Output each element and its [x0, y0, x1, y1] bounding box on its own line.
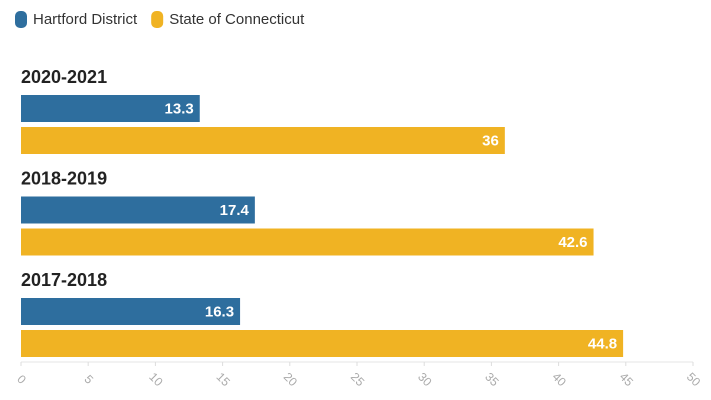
x-tick-label: 0 [14, 372, 29, 387]
x-tick-label: 35 [482, 370, 502, 390]
value-label: 17.4 [220, 202, 250, 219]
bar [21, 196, 255, 224]
x-tick-label: 10 [146, 370, 166, 390]
value-label: 44.8 [588, 335, 617, 352]
x-tick-label: 5 [81, 372, 96, 387]
legend-label: State of Connecticut [169, 11, 305, 28]
x-tick-label: 20 [281, 370, 301, 390]
bar [21, 298, 241, 325]
value-label: 13.3 [165, 100, 194, 117]
value-label: 36 [482, 132, 499, 149]
value-label: 42.6 [558, 234, 587, 251]
bar [21, 95, 200, 122]
bar [21, 228, 594, 256]
bar [21, 330, 624, 357]
x-tick-label: 45 [617, 370, 637, 390]
x-tick-label: 50 [684, 370, 704, 390]
legend-label: Hartford District [33, 11, 138, 28]
x-tick-label: 25 [348, 370, 368, 390]
category-label: 2018-2019 [21, 168, 107, 188]
legend-swatch [15, 11, 27, 28]
x-tick-label: 40 [550, 370, 570, 390]
value-label: 16.3 [205, 303, 234, 320]
x-tick-label: 30 [415, 370, 435, 390]
category-label: 2017-2018 [21, 270, 107, 290]
bar [21, 127, 505, 154]
category-label: 2020-2021 [21, 67, 107, 87]
x-tick-label: 15 [214, 370, 234, 390]
legend-swatch [151, 11, 164, 28]
